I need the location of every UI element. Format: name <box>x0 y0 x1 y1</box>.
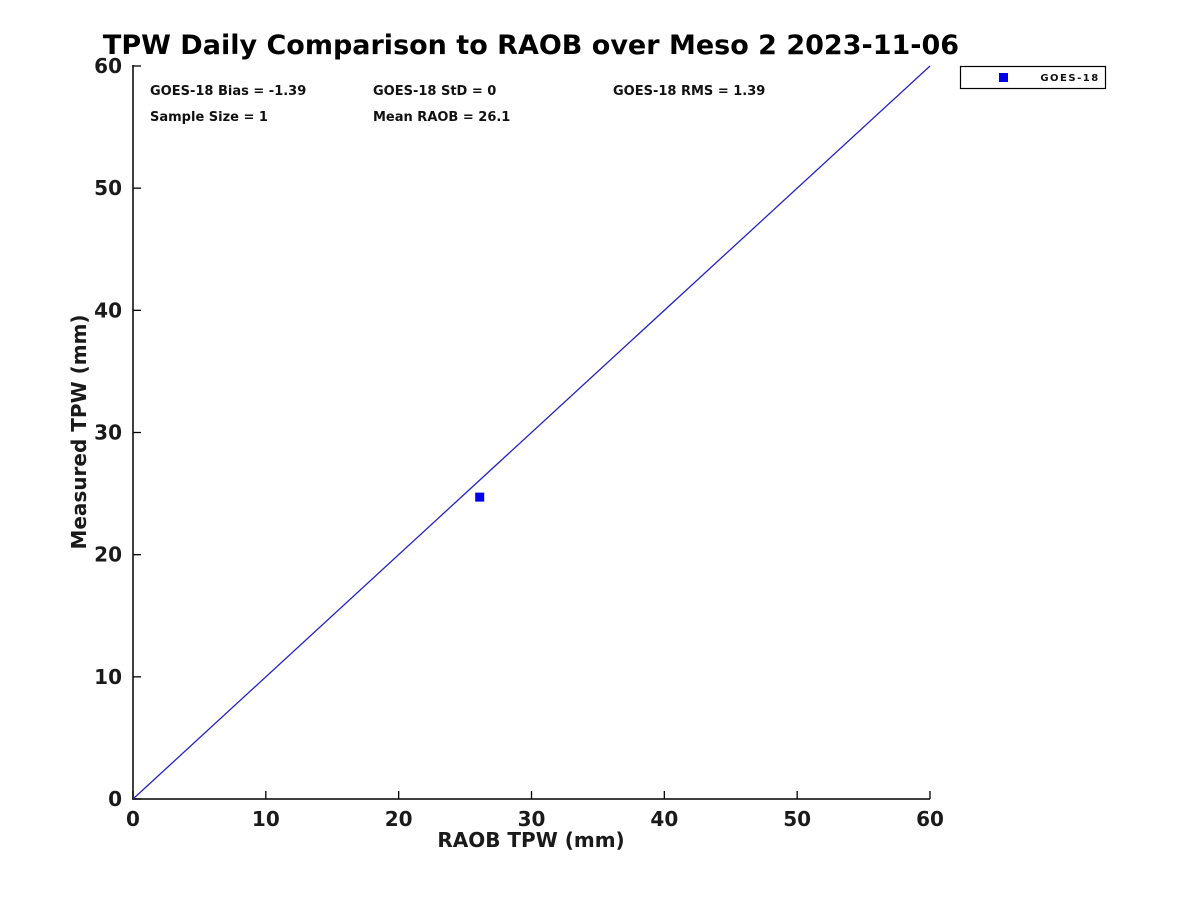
y-tick-label: 10 <box>94 665 122 689</box>
legend-label: GOES-18 <box>1040 73 1099 84</box>
y-tick-label: 30 <box>94 421 122 445</box>
x-tick-label: 60 <box>916 807 944 831</box>
x-tick-label: 50 <box>783 807 811 831</box>
x-tick-label: 40 <box>650 807 678 831</box>
x-tick-label: 30 <box>518 807 546 831</box>
identity-reference-line <box>132 65 931 800</box>
stat-rms: GOES-18 RMS = 1.39 <box>613 84 765 99</box>
x-axis-label: RAOB TPW (mm) <box>437 828 624 852</box>
y-tick-label: 40 <box>94 298 122 322</box>
legend: GOES-18 <box>959 65 1107 90</box>
chart-title: TPW Daily Comparison to RAOB over Meso 2… <box>103 30 959 61</box>
x-tick-label: 10 <box>252 807 280 831</box>
x-tick-label: 0 <box>126 807 140 831</box>
y-tick-label: 50 <box>94 176 122 200</box>
y-tick-label: 20 <box>94 543 122 567</box>
y-axis-label: Measured TPW (mm) <box>67 314 91 549</box>
y-tick-label: 0 <box>108 787 122 811</box>
legend-box <box>959 65 1107 90</box>
stat-bias: GOES-18 Bias = -1.39 <box>150 84 306 99</box>
legend-square-marker-icon <box>999 73 1008 82</box>
data-point-goes18 <box>475 492 485 502</box>
stat-std: GOES-18 StD = 0 <box>373 84 496 99</box>
stat-sample-size: Sample Size = 1 <box>150 110 268 125</box>
y-axis-ticks: 0 10 20 30 40 50 60 <box>94 54 141 811</box>
y-tick-label: 60 <box>94 54 122 78</box>
x-axis-ticks: 0 10 20 30 40 50 60 <box>126 791 944 831</box>
stat-mean-raob: Mean RAOB = 26.1 <box>373 110 510 125</box>
x-tick-label: 20 <box>385 807 413 831</box>
